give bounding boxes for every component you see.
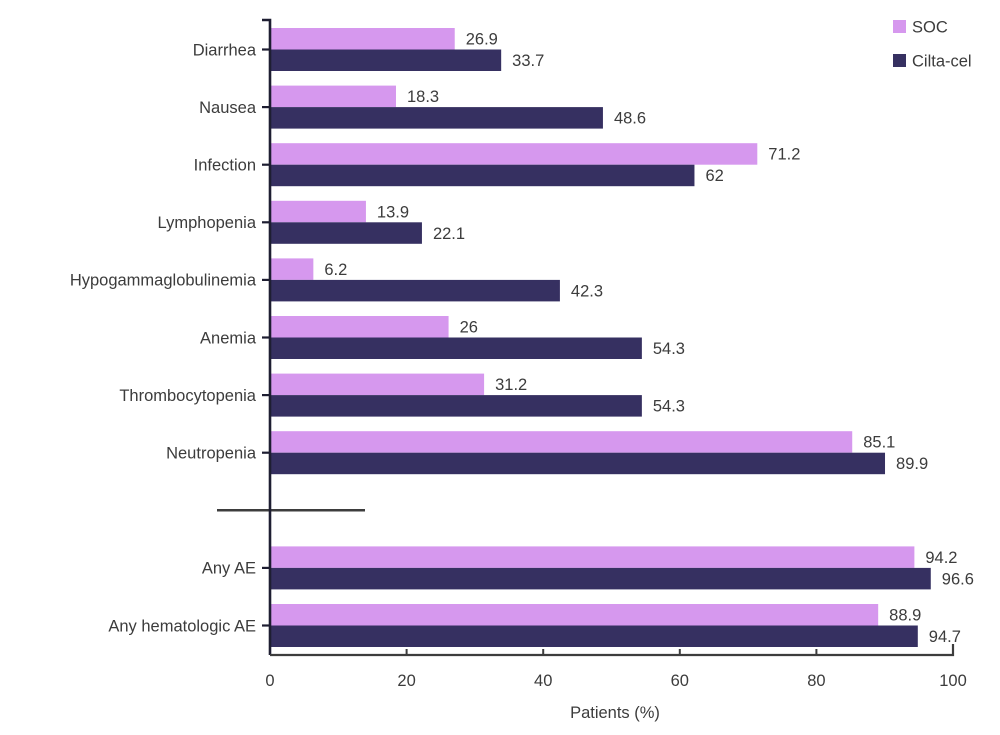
- bar-cilta-cel-hypogammaglobulinemia: [271, 279, 560, 302]
- bars-layer: [271, 28, 931, 647]
- value-label-soc-hypogammaglobulinemia: 6.2: [324, 261, 347, 279]
- bar-soc-hypogammaglobulinemia: [271, 258, 314, 280]
- legend-swatch-cilta-cel: [893, 54, 906, 67]
- value-label-soc-any-ae: 94.2: [925, 549, 957, 567]
- bar-soc-neutropenia: [271, 431, 853, 453]
- value-label-cilta-cel-neutropenia: 89.9: [896, 455, 928, 473]
- value-label-cilta-cel-thrombocytopenia: 54.3: [653, 398, 685, 416]
- value-label-cilta-cel-anemia: 54.3: [653, 340, 685, 358]
- category-label-nausea: Nausea: [199, 99, 257, 117]
- bar-cilta-cel-diarrhea: [271, 49, 502, 71]
- x-tick-label-100: 100: [939, 672, 967, 690]
- x-tick-label-40: 40: [534, 672, 552, 690]
- category-label-anemia: Anemia: [200, 329, 257, 347]
- category-label-any-hematologic-ae: Any hematologic AE: [108, 617, 256, 635]
- value-label-soc-neutropenia: 85.1: [863, 434, 895, 452]
- bar-cilta-cel-neutropenia: [271, 452, 886, 475]
- bar-cilta-cel-infection: [271, 164, 695, 187]
- bar-cilta-cel-thrombocytopenia: [271, 395, 642, 417]
- category-label-hypogammaglobulinemia: Hypogammaglobulinemia: [70, 272, 257, 290]
- x-axis-title: Patients (%): [570, 704, 660, 722]
- value-label-cilta-cel-diarrhea: 33.7: [512, 52, 544, 70]
- category-label-lymphopenia: Lymphopenia: [158, 214, 257, 232]
- value-label-cilta-cel-any-ae: 96.6: [942, 570, 974, 588]
- category-label-any-ae: Any AE: [202, 560, 256, 578]
- bar-cilta-cel-any-hematologic-ae: [271, 625, 918, 647]
- category-label-neutropenia: Neutropenia: [166, 444, 257, 462]
- bar-soc-infection: [271, 143, 758, 165]
- value-label-soc-anemia: 26: [460, 319, 478, 337]
- labels-layer: Diarrhea 26.9 33.7 Nausea 18.3 48.6 Infection 7…: [70, 31, 974, 690]
- category-label-diarrhea: Diarrhea: [193, 41, 257, 59]
- value-label-cilta-cel-any-hematologic-ae: 94.7: [929, 628, 961, 646]
- legend-label-cilta-cel: Cilta-cel: [912, 52, 972, 70]
- bar-soc-any-hematologic-ae: [271, 604, 879, 626]
- bar-soc-diarrhea: [271, 28, 455, 50]
- value-label-soc-infection: 71.2: [768, 146, 800, 164]
- bar-soc-anemia: [271, 316, 449, 338]
- value-label-cilta-cel-infection: 62: [705, 167, 723, 185]
- value-label-soc-lymphopenia: 13.9: [377, 203, 409, 221]
- legend-label-soc: SOC: [912, 18, 948, 36]
- value-label-soc-any-hematologic-ae: 88.9: [889, 607, 921, 625]
- x-tick-label-20: 20: [397, 672, 415, 690]
- value-label-cilta-cel-nausea: 48.6: [614, 110, 646, 128]
- bar-cilta-cel-nausea: [271, 107, 603, 129]
- x-tick-label-0: 0: [265, 672, 274, 690]
- bar-soc-nausea: [271, 85, 396, 108]
- category-label-infection: Infection: [194, 156, 256, 174]
- value-label-soc-nausea: 18.3: [407, 88, 439, 106]
- bar-soc-thrombocytopenia: [271, 373, 485, 396]
- bar-soc-lymphopenia: [271, 200, 366, 223]
- bar-soc-any-ae: [271, 546, 915, 568]
- axes-layer: [217, 18, 955, 657]
- x-tick-label-60: 60: [671, 672, 689, 690]
- category-label-thrombocytopenia: Thrombocytopenia: [119, 387, 256, 405]
- value-label-soc-thrombocytopenia: 31.2: [495, 376, 527, 394]
- bar-cilta-cel-any-ae: [271, 567, 931, 590]
- bar-cilta-cel-anemia: [271, 337, 642, 359]
- value-label-cilta-cel-lymphopenia: 22.1: [433, 225, 465, 243]
- y-axis-line: [262, 18, 272, 655]
- value-label-soc-diarrhea: 26.9: [466, 31, 498, 49]
- legend: SOC Cilta-cel: [893, 18, 972, 70]
- x-axis-line: [270, 644, 955, 657]
- x-tick-label-80: 80: [807, 672, 825, 690]
- bar-cilta-cel-lymphopenia: [271, 222, 422, 244]
- legend-swatch-soc: [893, 20, 906, 33]
- value-label-cilta-cel-hypogammaglobulinemia: 42.3: [571, 282, 603, 300]
